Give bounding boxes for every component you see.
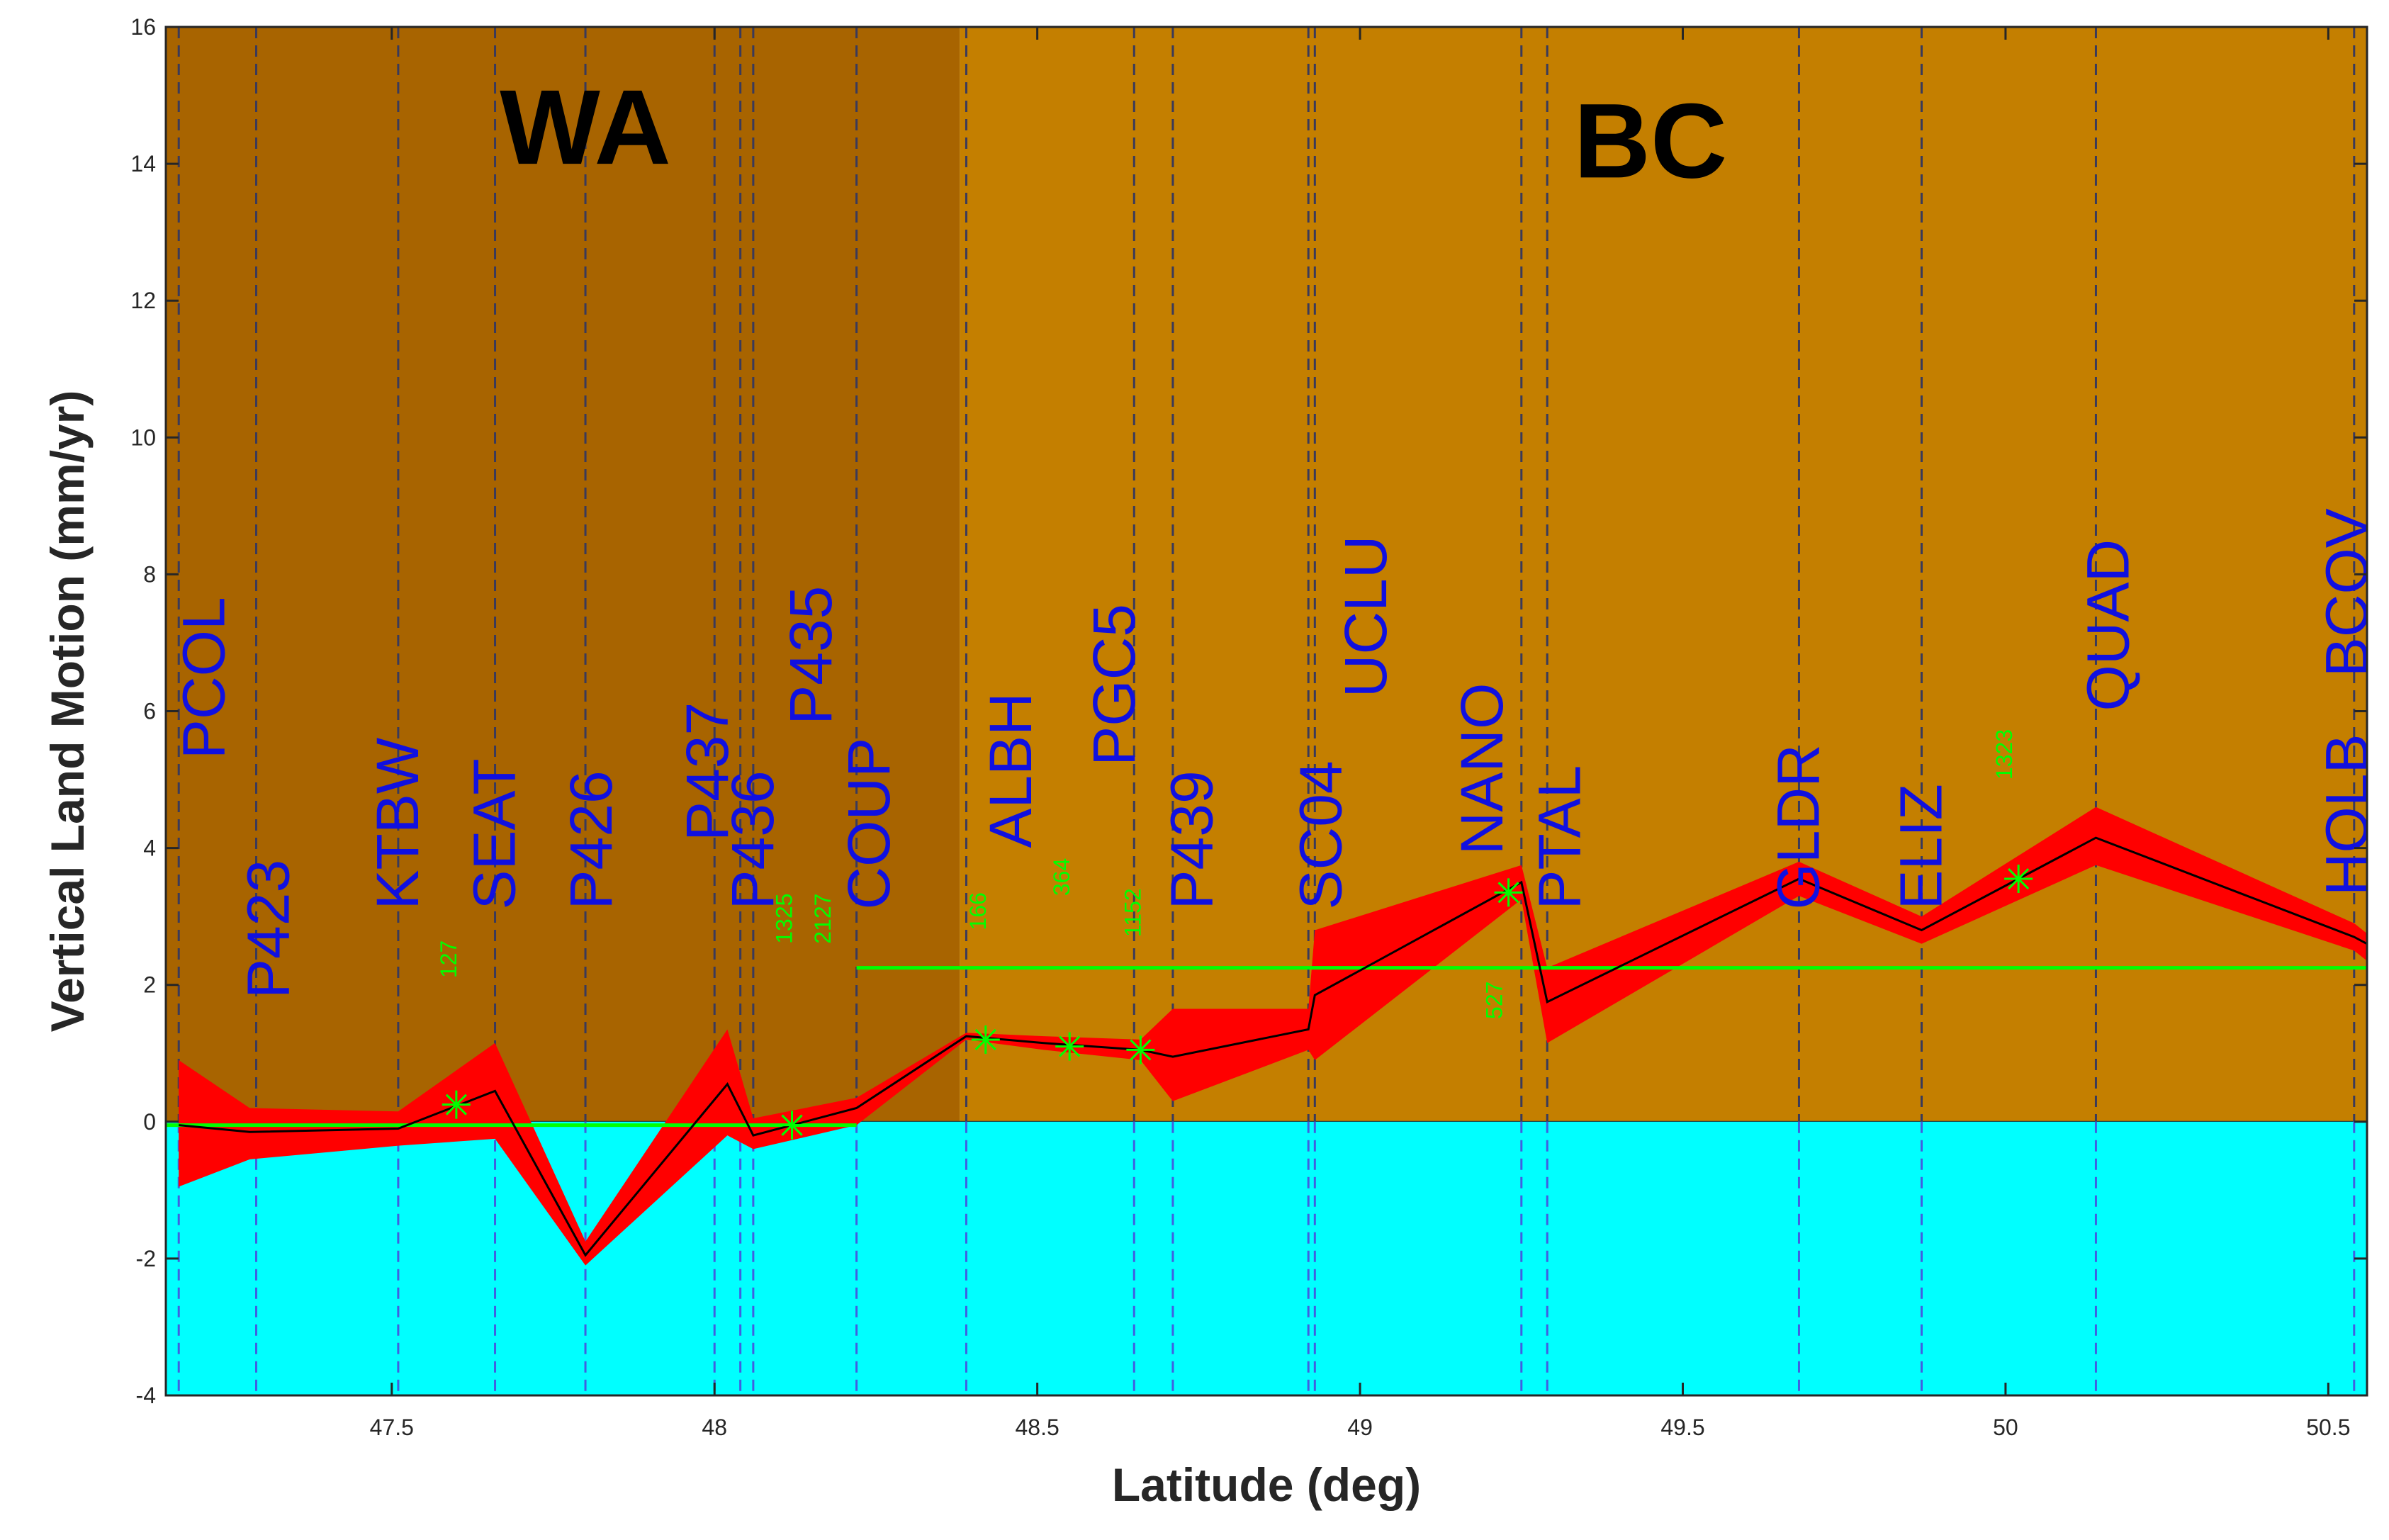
station-label-quad: QUAD	[2075, 539, 2142, 712]
region-label-wa: WA	[500, 67, 671, 186]
station-label-holb: HOLB	[2314, 734, 2380, 896]
station-label-albh: ALBH	[977, 692, 1044, 848]
marker-1323	[2004, 865, 2033, 894]
station-label-ptal: PTAL	[1526, 765, 1592, 910]
y-tick-label: 12	[130, 288, 156, 313]
marker-stroke	[1059, 1035, 1081, 1057]
station-label-gldr: GLDR	[1765, 744, 1831, 909]
x-tick-label: 47.5	[370, 1415, 414, 1440]
station-label-eliz: ELIZ	[1888, 784, 1955, 909]
x-tick-label: 49.5	[1660, 1415, 1704, 1440]
x-tick-label: 49	[1347, 1415, 1373, 1440]
station-label-pcol: PCOL	[171, 597, 237, 759]
station-label-p435: P435	[777, 586, 844, 725]
marker-count-label: 166	[965, 892, 991, 930]
x-tick-label: 50.5	[2306, 1415, 2350, 1440]
marker-stroke	[2008, 867, 2030, 890]
x-tick-label: 48.5	[1016, 1415, 1059, 1440]
station-marker-lines	[177, 27, 2368, 1395]
marker-count-label: 1325	[772, 894, 797, 944]
y-tick-label: -4	[136, 1383, 156, 1408]
data-markers: 127 1325 2127 166 364 1152 527 1323	[436, 729, 2033, 1140]
y-tick-label: 0	[143, 1109, 156, 1135]
y-tick-label: 6	[143, 699, 156, 724]
station-label-p426: P426	[558, 770, 624, 909]
x-tick-label: 50	[1993, 1415, 2018, 1440]
marker-count-label: 527	[1481, 982, 1507, 1019]
marker-count-label: 1323	[1991, 729, 2017, 780]
marker-count-label: 1152	[1120, 888, 1145, 937]
y-tick-label: 2	[143, 972, 156, 998]
region-labels: WA BC	[500, 67, 1727, 200]
y-tick-label: 10	[130, 425, 156, 450]
station-label-p436: P436	[719, 770, 786, 909]
region-backgrounds	[166, 27, 2367, 1123]
marker-364	[1055, 1032, 1084, 1061]
marker-2127	[777, 1111, 806, 1140]
station-label-seat: SEAT	[461, 758, 528, 909]
station-label-sc04: SC04	[1287, 760, 1354, 909]
marker-1152	[1126, 1035, 1155, 1064]
region-wa-background	[166, 27, 960, 1122]
station-label-coup: COUP	[836, 738, 902, 910]
marker-stroke	[1497, 882, 1519, 904]
station-label-p439: P439	[1158, 770, 1225, 909]
marker-127	[442, 1090, 471, 1119]
station-label-p437: P437	[674, 702, 741, 841]
station-label-ktbw: KTBW	[364, 738, 431, 910]
marker-stroke	[445, 1094, 467, 1115]
y-tick-label: 16	[130, 14, 156, 40]
station-label-p423: P423	[235, 860, 302, 999]
marker-count-label: 127	[436, 940, 461, 978]
station-label-uclu: UCLU	[1332, 535, 1399, 697]
y-tick-label: 4	[143, 836, 156, 861]
axis-ticks: -4 -2 0 2 4 6 8 10 12 14 16 47.5 48 48.5 49 49.5 50 50.5	[130, 14, 2367, 1440]
marker-166	[971, 1025, 1000, 1054]
y-tick-label: -2	[136, 1246, 156, 1271]
marker-count-label: 2127	[810, 894, 836, 944]
x-axis-label: Latitude (deg)	[1112, 1458, 1421, 1511]
marker-527	[1494, 878, 1523, 907]
y-tick-label: 14	[130, 151, 156, 176]
y-axis-label: Vertical Land Motion (mm/yr)	[41, 390, 94, 1033]
x-tick-label: 48	[702, 1415, 727, 1440]
marker-stroke	[974, 1028, 996, 1051]
station-label-nano: NANO	[1449, 683, 1515, 855]
station-label-bcov: BCOV	[2314, 508, 2380, 677]
y-tick-label: 8	[143, 561, 156, 587]
station-label-pgc5: PGC5	[1081, 604, 1147, 766]
marker-count-label: 364	[1049, 858, 1074, 896]
reference-lines	[166, 966, 2367, 1128]
marker-stroke	[781, 1114, 803, 1136]
marker-stroke	[1130, 1039, 1152, 1061]
region-label-bc: BC	[1574, 81, 1728, 200]
